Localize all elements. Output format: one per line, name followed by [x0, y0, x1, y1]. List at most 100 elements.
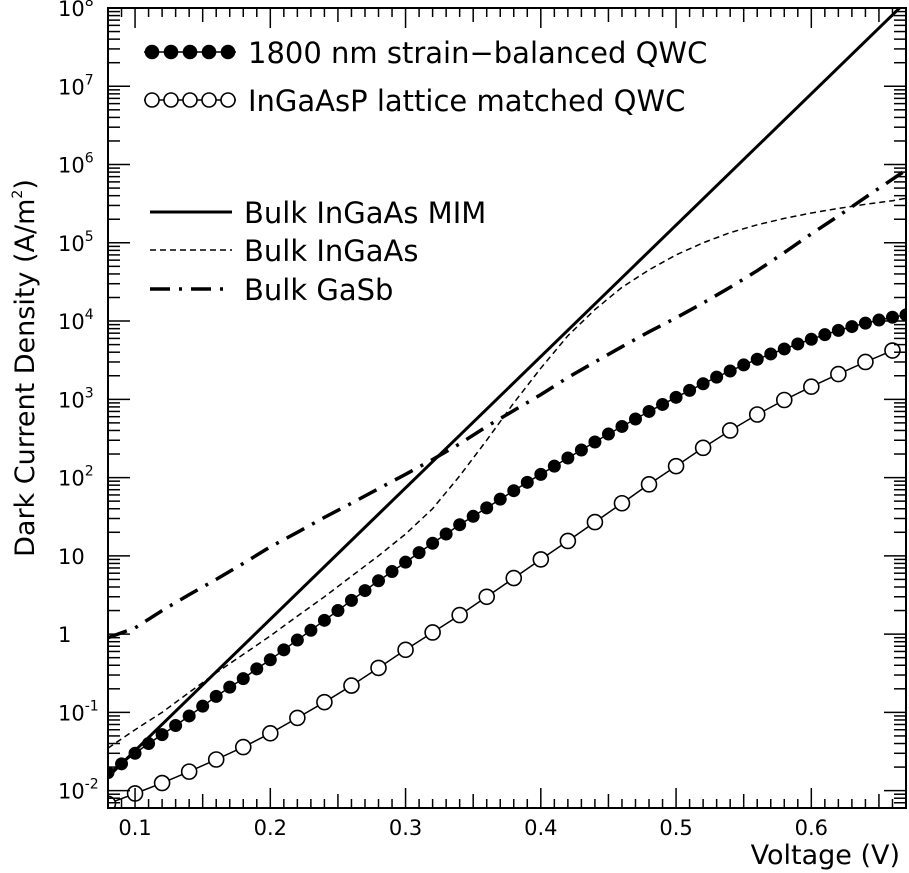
data-point: [667, 457, 685, 475]
y-tick-label: 108: [58, 0, 94, 21]
data-point: [857, 353, 874, 371]
legend-item: Bulk InGaAs: [150, 234, 418, 268]
data-point: [304, 623, 318, 637]
data-point: [317, 613, 331, 627]
y-tick-exp: 4: [85, 307, 94, 323]
data-point: [424, 624, 441, 641]
data-point: [289, 709, 306, 727]
series-line-2: [108, 8, 902, 778]
x-tick-label: 0.2: [254, 816, 287, 840]
data-point: [884, 342, 901, 359]
legend-marker: [163, 92, 179, 108]
y-tick-label: 10-2: [58, 777, 99, 804]
data-point: [872, 313, 886, 327]
legend-item: Bulk InGaAs MIM: [150, 196, 486, 230]
legend-marker: [163, 44, 179, 60]
data-point: [182, 709, 196, 723]
data-point: [586, 513, 604, 531]
legend-marker: [144, 44, 160, 60]
data-point: [250, 662, 264, 676]
data-point: [196, 699, 210, 713]
y-tick-exp: 7: [85, 72, 94, 88]
data-point: [656, 397, 670, 411]
y-tick-label: 105: [58, 229, 94, 256]
data-point: [601, 427, 615, 441]
data-point: [290, 633, 304, 647]
y-tick-base: 10: [58, 0, 85, 21]
y-tick-base: 1: [58, 623, 71, 647]
data-point: [370, 659, 387, 677]
y-tick-base: 10: [58, 154, 85, 178]
x-tick-label: 0.1: [118, 816, 151, 840]
y-axis-title-tail: ): [10, 179, 41, 190]
legend-label: InGaAsP lattice matched QWC: [248, 84, 685, 118]
x-tick-label: 0.6: [795, 816, 828, 840]
legend-item: 1800 nm strain−balanced QWC: [144, 36, 707, 70]
data-point: [451, 606, 468, 624]
legend-marker: [182, 92, 198, 108]
data-point: [426, 536, 440, 550]
data-point: [358, 584, 372, 598]
data-point: [559, 532, 577, 550]
legend-item: InGaAsP lattice matched QWC: [144, 84, 685, 118]
data-point: [613, 494, 631, 512]
data-point: [520, 475, 534, 489]
data-point: [478, 588, 496, 606]
series-line-4: [108, 168, 906, 640]
y-tick-exp: 3: [85, 385, 94, 401]
y-tick-label: 106: [58, 151, 94, 178]
legend-marker: [201, 44, 217, 60]
legend-marker: [220, 44, 236, 60]
data-point: [207, 751, 225, 768]
y-tick-exp: 8: [85, 0, 94, 10]
legend-marker: [201, 92, 217, 108]
y-tick-label: 10: [58, 545, 85, 569]
data-point: [640, 476, 658, 493]
data-point: [344, 593, 358, 607]
data-point: [385, 565, 399, 579]
y-tick-base: 10: [58, 701, 85, 725]
y-tick-base: 10: [58, 388, 85, 412]
data-point: [710, 370, 724, 384]
y-axis-title-sup: 2: [10, 190, 26, 199]
y-tick-base: 10: [58, 310, 85, 334]
y-tick-exp: 2: [85, 464, 94, 480]
data-point: [412, 546, 426, 560]
data-point: [830, 365, 847, 383]
data-point: [899, 308, 906, 322]
data-point: [532, 551, 550, 568]
axis-ticks: [107, 7, 907, 809]
data-point: [316, 693, 333, 711]
data-point: [683, 383, 697, 397]
x-tick-label: 0.4: [524, 816, 557, 840]
data-point: [453, 518, 467, 532]
data-point: [263, 653, 277, 667]
y-axis-title: Dark Current Density (A/m2): [10, 179, 41, 557]
data-point: [803, 378, 820, 395]
data-point: [777, 342, 791, 356]
data-point: [480, 501, 494, 515]
data-point: [180, 763, 198, 780]
data-point: [642, 404, 656, 418]
y-tick-label: 10-1: [58, 698, 99, 725]
data-point: [574, 443, 588, 457]
y-tick-exp: -1: [85, 698, 99, 714]
data-point: [466, 509, 480, 523]
y-tick-label: 107: [58, 72, 94, 99]
data-point: [277, 643, 291, 657]
data-point: [588, 435, 602, 449]
series-line-3: [108, 197, 906, 749]
x-tick-labels: 0.1 0.2 0.3 0.4 0.5 0.6: [118, 816, 828, 840]
y-tick-base: 10: [58, 467, 85, 491]
data-point: [153, 774, 171, 792]
legend: 1800 nm strain−balanced QWC InGaAsP latti…: [144, 36, 707, 307]
data-point: [507, 484, 521, 498]
y-tick-exp: 5: [85, 229, 94, 245]
data-point: [331, 604, 345, 618]
data-point: [628, 412, 642, 426]
plot-frame: [107, 7, 907, 809]
y-tick-base: 10: [58, 232, 85, 256]
data-point: [764, 347, 778, 361]
